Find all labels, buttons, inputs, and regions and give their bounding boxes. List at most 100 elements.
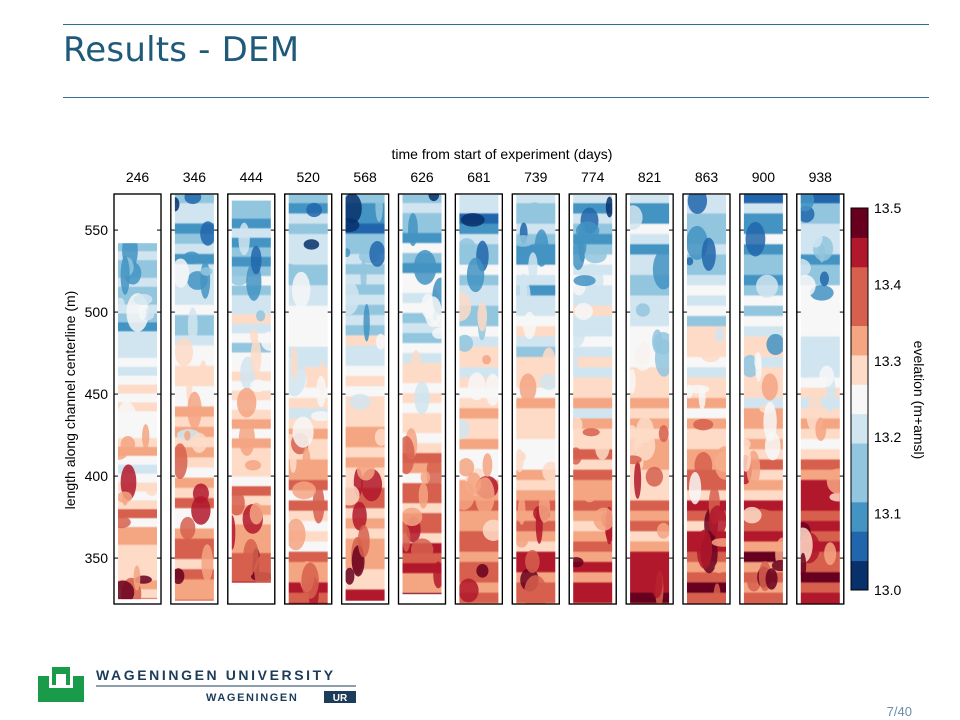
elevation-patch (771, 560, 783, 572)
elevation-patch (413, 249, 437, 285)
elevation-patch (630, 368, 636, 394)
elevation-patch (418, 482, 429, 509)
elevation-patch (714, 446, 726, 480)
dem-panel: 444 (227, 169, 276, 605)
elevation-patch (631, 337, 654, 371)
elevation-patch (651, 568, 663, 599)
elevation-patch (357, 460, 375, 481)
colorbar: 13.0 13.1 13.2 13.3 13.4 13.5 (850, 200, 901, 598)
panel-day-label: 246 (126, 169, 150, 185)
panel-day-label: 774 (581, 169, 605, 185)
colorbar-band (851, 325, 868, 356)
dem-panel: 863 (682, 169, 731, 605)
elevation-patch (357, 525, 370, 558)
elevation-patch (534, 229, 549, 267)
elevation-patch (809, 285, 834, 301)
elevation-patch (243, 538, 259, 574)
elevation-patch (605, 196, 613, 218)
colorbar-band (851, 443, 868, 473)
elevation-patch (578, 222, 587, 263)
elevation-patch (467, 372, 486, 401)
elevation-patch (459, 458, 475, 477)
elevation-patch (634, 460, 642, 499)
elevation-patch (174, 258, 190, 288)
panel-border (511, 193, 560, 605)
colorbar-tick-label: 13.1 (874, 506, 901, 522)
elevation-patch (345, 567, 355, 585)
elevation-patch (312, 485, 325, 524)
elevation-patch (291, 346, 298, 381)
elevation-patch (146, 484, 157, 496)
elevation-patch (256, 310, 266, 322)
elevation-patch (630, 424, 639, 455)
elevation-patch (459, 238, 477, 259)
elevation-patch (199, 360, 208, 385)
elevation-patch (630, 455, 642, 465)
colorbar-frame (850, 207, 869, 591)
elevation-patch (201, 544, 214, 582)
elevation-patch (120, 464, 137, 501)
panel-day-label: 520 (297, 169, 321, 185)
elevation-patch (761, 373, 778, 401)
elevation-patch (345, 484, 360, 506)
elevation-patch (459, 578, 479, 603)
elevation-patch (191, 496, 211, 525)
dem-panel: 900 (739, 169, 788, 605)
elevation-patch (645, 466, 664, 487)
elevation-patch (174, 568, 185, 585)
panel-border (739, 193, 788, 605)
elevation-patch (231, 273, 248, 286)
elevation-patch (658, 425, 669, 443)
elevation-patch (120, 256, 130, 295)
elevation-patch (824, 542, 837, 566)
elevation-patch (714, 327, 725, 342)
elevation-patch (475, 477, 495, 515)
elevation-patch (656, 522, 670, 539)
elevation-patch (311, 411, 328, 422)
colorbar-band (851, 560, 868, 591)
elevation-patch (573, 321, 585, 347)
elevation-patch (433, 561, 442, 589)
elevation-patch (349, 393, 371, 410)
elevation-patch (584, 247, 607, 264)
elevation-patch (819, 271, 829, 287)
colorbar-band (851, 296, 868, 327)
logo-mark-door (56, 674, 66, 685)
y-tick-label: 500 (85, 304, 109, 320)
page-total: 40 (897, 704, 912, 719)
dem-panels: 246 346 444 520 568 626 681 739 774 821 863 900 938 (113, 169, 845, 605)
elevation-patch (459, 480, 475, 511)
elevation-patch (800, 552, 807, 579)
elevation-patch (829, 492, 840, 502)
elevation-patch (711, 538, 726, 547)
logo-line2: WAGENINGEN (206, 692, 298, 704)
elevation-patch (184, 430, 191, 441)
elevation-patch (688, 471, 702, 505)
elevation-patch (652, 249, 670, 290)
panel-day-label: 568 (353, 169, 377, 185)
elevation-patch (118, 491, 133, 503)
elevation-patch (345, 236, 368, 247)
colorbar-band (851, 384, 868, 415)
colorbar-band (851, 501, 868, 532)
elevation-patch (482, 354, 491, 365)
elevation-patch (118, 580, 135, 600)
elevation-patch (306, 202, 323, 218)
elevation-patch (236, 387, 257, 418)
elevation-patch (428, 194, 440, 202)
elevation-patch (408, 212, 418, 247)
colorbar-band (851, 472, 868, 503)
elevation-patch (516, 235, 534, 247)
elevation-patch (460, 213, 485, 227)
colorbar-label: evelation (m+amsl) (911, 341, 927, 460)
panel-day-label: 444 (240, 169, 264, 185)
elevation-patch (432, 327, 442, 339)
elevation-patch (402, 436, 415, 475)
panel-border (341, 193, 390, 605)
elevation-patch (459, 419, 470, 440)
elevation-patch (133, 293, 153, 306)
dem-panel: 520 (284, 169, 333, 605)
elevation-patch (694, 452, 713, 480)
elevation-patch (424, 296, 442, 328)
colorbar-band (851, 354, 868, 385)
